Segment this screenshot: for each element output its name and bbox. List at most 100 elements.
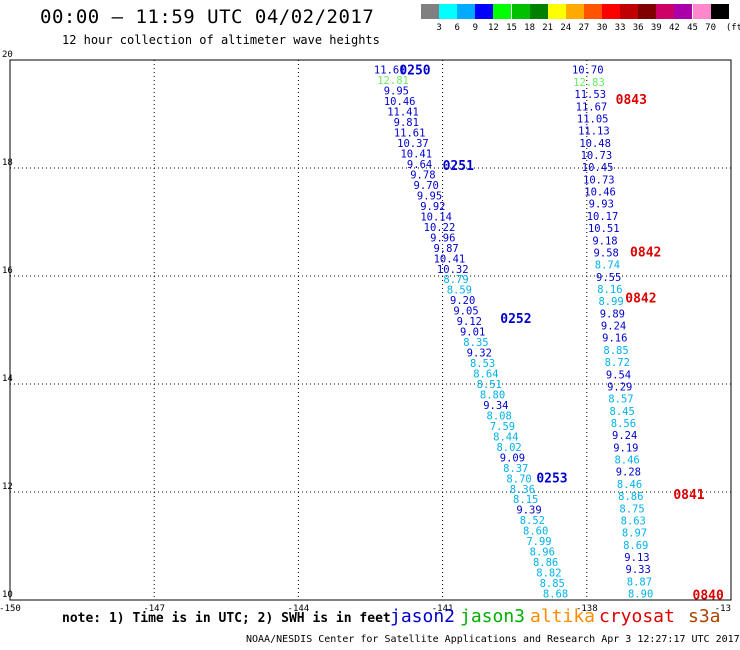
wave-height-value: 9.32 [467, 348, 492, 360]
wave-height-value: 8.53 [470, 358, 495, 370]
wave-height-value: 8.79 [443, 274, 468, 286]
wave-height-value: 8.02 [496, 442, 521, 454]
wave-height-value: 10.22 [424, 222, 456, 234]
wave-height-value: 10.32 [437, 264, 469, 276]
wave-height-value: 10.70 [572, 65, 604, 77]
wave-height-value: 8.36 [510, 484, 535, 496]
y-tick-label: 14 [2, 374, 13, 384]
wave-height-value: 9.78 [410, 169, 435, 181]
y-tick-label: 10 [2, 590, 13, 600]
wave-height-value: 9.05 [453, 306, 478, 318]
x-tick-label: -138 [576, 604, 598, 614]
legend-tick-label: 6 [454, 23, 460, 33]
wave-height-value: 8.97 [622, 528, 647, 540]
wave-height-value: 8.96 [530, 547, 555, 559]
legend-tick-label: 15 [506, 23, 517, 33]
wave-height-value: 9.20 [450, 295, 475, 307]
map-frame [9, 59, 732, 601]
legend-tick-label: 39 [650, 23, 662, 33]
legend-tick-label: 18 [524, 23, 536, 33]
wave-height-value: 8.16 [597, 284, 622, 296]
wave-height-value: 8.85 [603, 345, 628, 357]
page-subtitle: 12 hour collection of altimeter wave hei… [62, 33, 380, 47]
y-tick-label: 18 [2, 158, 13, 168]
x-tick-label: -13 [715, 604, 731, 614]
wave-height-value: 12.83 [573, 77, 605, 89]
pass-label: 0842 [625, 292, 656, 307]
legend-swatch [638, 4, 657, 19]
legend-jason2: jason2 [390, 606, 456, 627]
wave-height-value: 10.41 [400, 149, 432, 161]
x-tick-label: -147 [143, 604, 165, 614]
wave-height-value: 8.35 [463, 337, 488, 349]
wave-height-value: 10.37 [397, 138, 429, 150]
wave-height-value: 10.41 [434, 253, 466, 265]
wave-height-value: 9.34 [483, 400, 508, 412]
wave-height-value: 9.95 [384, 86, 409, 98]
wave-height-value: 10.73 [583, 174, 615, 186]
wave-height-value: 9.93 [589, 199, 614, 211]
wave-height-value: 9.95 [417, 190, 442, 202]
pass-label: 0252 [500, 312, 531, 327]
wave-height-value: 10.46 [584, 187, 616, 199]
wave-height-value: 8.15 [513, 494, 538, 506]
wave-height-value: 9.55 [596, 272, 621, 284]
wave-height-value: 10.48 [579, 138, 611, 150]
wave-height-value: 10.46 [384, 96, 416, 108]
wave-height-value: 8.87 [627, 576, 652, 588]
legend-tick-label: 9 [472, 23, 478, 33]
wave-height-value: 8.70 [506, 473, 531, 485]
wave-height-value: 8.68 [543, 589, 568, 601]
wave-height-value: 11.61 [374, 65, 406, 77]
wave-height-value: 9.16 [602, 333, 627, 345]
wave-height-value: 9.24 [612, 430, 637, 442]
legend-swatch [602, 4, 621, 19]
wave-height-value: 8.46 [617, 479, 642, 491]
wave-height-value: 9.64 [407, 159, 432, 171]
wave-height-value: 10.14 [420, 211, 452, 223]
legend-tick-label: 33 [614, 23, 626, 33]
wave-height-value: 9.24 [601, 321, 626, 333]
legend-cryosat: cryosat [599, 606, 675, 627]
legend-tick-label: 30 [596, 23, 608, 33]
wave-height-value: 9.33 [626, 564, 651, 576]
wave-height-value: 8.64 [473, 369, 498, 381]
wave-height-value: 8.82 [536, 568, 561, 580]
wave-height-value: 9.39 [516, 505, 541, 517]
legend-swatch [674, 4, 693, 19]
legend-unit: (ft) [725, 23, 740, 33]
wave-height-value: 10.45 [582, 162, 614, 174]
pass-label: 0843 [616, 93, 647, 108]
wave-height-value: 12.81 [377, 75, 409, 87]
x-tick-label: -150 [0, 604, 21, 614]
wave-height-value: 9.12 [457, 316, 482, 328]
legend-tick-label: 27 [578, 23, 590, 33]
legend-altika: altika [530, 606, 596, 627]
wave-height-value: 9.92 [420, 201, 445, 213]
wave-height-value: 10.17 [587, 211, 619, 223]
wave-height-value: 8.74 [595, 260, 620, 272]
units-note: note: 1) Time is in UTC; 2) SWH is in fe… [62, 611, 391, 626]
legend-swatch [493, 4, 512, 19]
wave-height-value: 8.86 [533, 557, 558, 569]
wave-height-value: 11.61 [394, 128, 426, 140]
wave-height-value: 8.59 [447, 285, 472, 297]
wave-height-value: 8.69 [623, 540, 648, 552]
wave-height-value: 8.44 [493, 431, 518, 443]
legend-jason3: jason3 [460, 606, 526, 627]
pass-label: 0253 [536, 471, 567, 486]
wave-height-value: 9.09 [500, 452, 525, 464]
wave-height-value: 7.99 [526, 536, 551, 548]
legend-swatch [656, 4, 675, 19]
legend-swatch [439, 4, 458, 19]
wave-height-value: 9.19 [613, 442, 638, 454]
wave-height-value: 9.54 [606, 369, 631, 381]
wave-height-value: 7.59 [490, 421, 515, 433]
wave-height-value: 8.51 [477, 379, 502, 391]
legend-swatch [547, 4, 566, 19]
y-tick-label: 12 [2, 482, 13, 492]
wave-height-value: 11.05 [577, 113, 609, 125]
legend-tick-label: 42 [668, 23, 680, 33]
wave-height-value: 9.29 [607, 381, 632, 393]
